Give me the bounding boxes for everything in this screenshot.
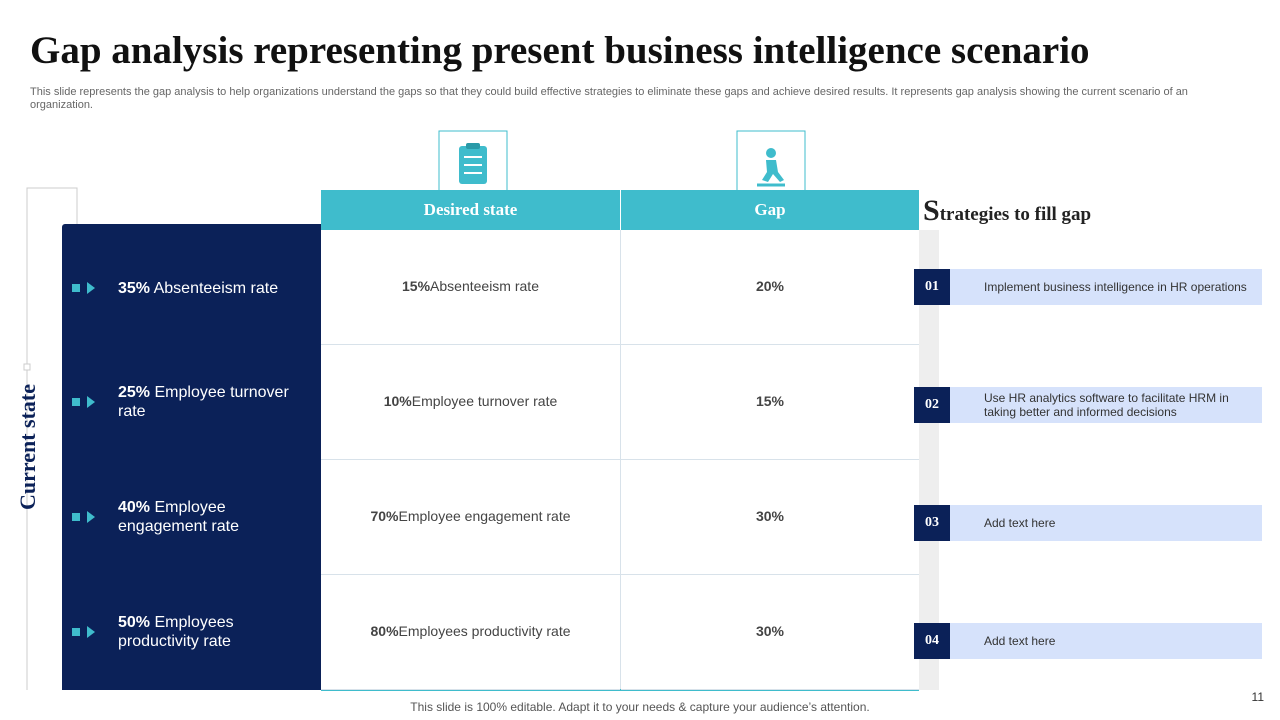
value: 25% (118, 384, 151, 401)
desired-cell: 70% Employee engagement rate (321, 460, 620, 575)
bullet-square (72, 284, 80, 292)
strategy-text: Use HR analytics software to facilitate … (950, 387, 1262, 423)
value: 15% (402, 278, 431, 294)
value: 35% (118, 279, 151, 297)
strategy-number: 04 (914, 623, 950, 659)
value: 40% (118, 499, 151, 516)
value: 10% (383, 393, 412, 409)
current-text: 35% Absenteeism rate (118, 279, 278, 298)
current-text: 40% Employee engagement rate (118, 498, 308, 536)
label: Employee engagement rate (118, 499, 239, 535)
strategy-number: 03 (914, 505, 950, 541)
strategy-text: Implement business intelligence in HR op… (950, 269, 1262, 305)
desired-cell: 15% Absenteeism rate (321, 230, 620, 345)
bullet-arrow (87, 626, 95, 638)
gap-cell: 15% (621, 345, 919, 460)
strategy-number: 02 (914, 387, 950, 423)
current-item: 25% Employee turnover rate (118, 382, 308, 422)
current-item: 40% Employee engagement rate (118, 497, 308, 537)
label: Employee turnover rate (411, 393, 558, 409)
current-item: 50% Employees productivity rate (118, 612, 308, 652)
page-number: 11 (1251, 690, 1264, 704)
column-header: Desired state (321, 190, 621, 230)
footer-note: This slide is 100% editable. Adapt it to… (410, 700, 870, 714)
desired-cell: 10% Employee turnover rate (321, 345, 620, 460)
label: Employee engagement rate (398, 508, 571, 524)
label: Absenteeism rate (430, 278, 539, 294)
strategy-text: Add text here (950, 505, 1262, 541)
strategy-number: 01 (914, 269, 950, 305)
gap-cell: 30% (621, 575, 919, 690)
column-header: Gap (621, 190, 919, 230)
gap-cell: 20% (621, 230, 919, 345)
bullet-arrow (87, 511, 95, 523)
strategy-text: Add text here (950, 623, 1262, 659)
label: Employee turnover rate (118, 384, 289, 420)
strategies-title: Strategies to fill gap (923, 194, 1092, 227)
current-text: 25% Employee turnover rate (118, 383, 308, 421)
current-state-label: Current state (15, 383, 40, 511)
current-item: 35% Absenteeism rate (118, 268, 308, 308)
bullet-arrow (87, 396, 95, 408)
bullet-square (72, 628, 80, 636)
bullet-square (72, 398, 80, 406)
bullet-arrow (87, 282, 95, 294)
gap-cell: 30% (621, 460, 919, 575)
value: 70% (370, 508, 399, 524)
current-state-panel (62, 224, 321, 690)
bullet-square (72, 513, 80, 521)
divider (620, 230, 621, 690)
title: Gap analysis representing present busine… (30, 29, 1090, 72)
label: Employees productivity rate (118, 614, 234, 650)
value: 50% (118, 614, 151, 631)
subtitle: This slide represents the gap analysis t… (30, 86, 1188, 111)
desired-cell: 80% Employees productivity rate (321, 575, 620, 690)
label: Absenteeism rate (153, 279, 279, 297)
value: 80% (370, 623, 399, 639)
current-text: 50% Employees productivity rate (118, 613, 308, 651)
table-bottom (321, 689, 919, 691)
label: Employees productivity rate (398, 623, 571, 639)
